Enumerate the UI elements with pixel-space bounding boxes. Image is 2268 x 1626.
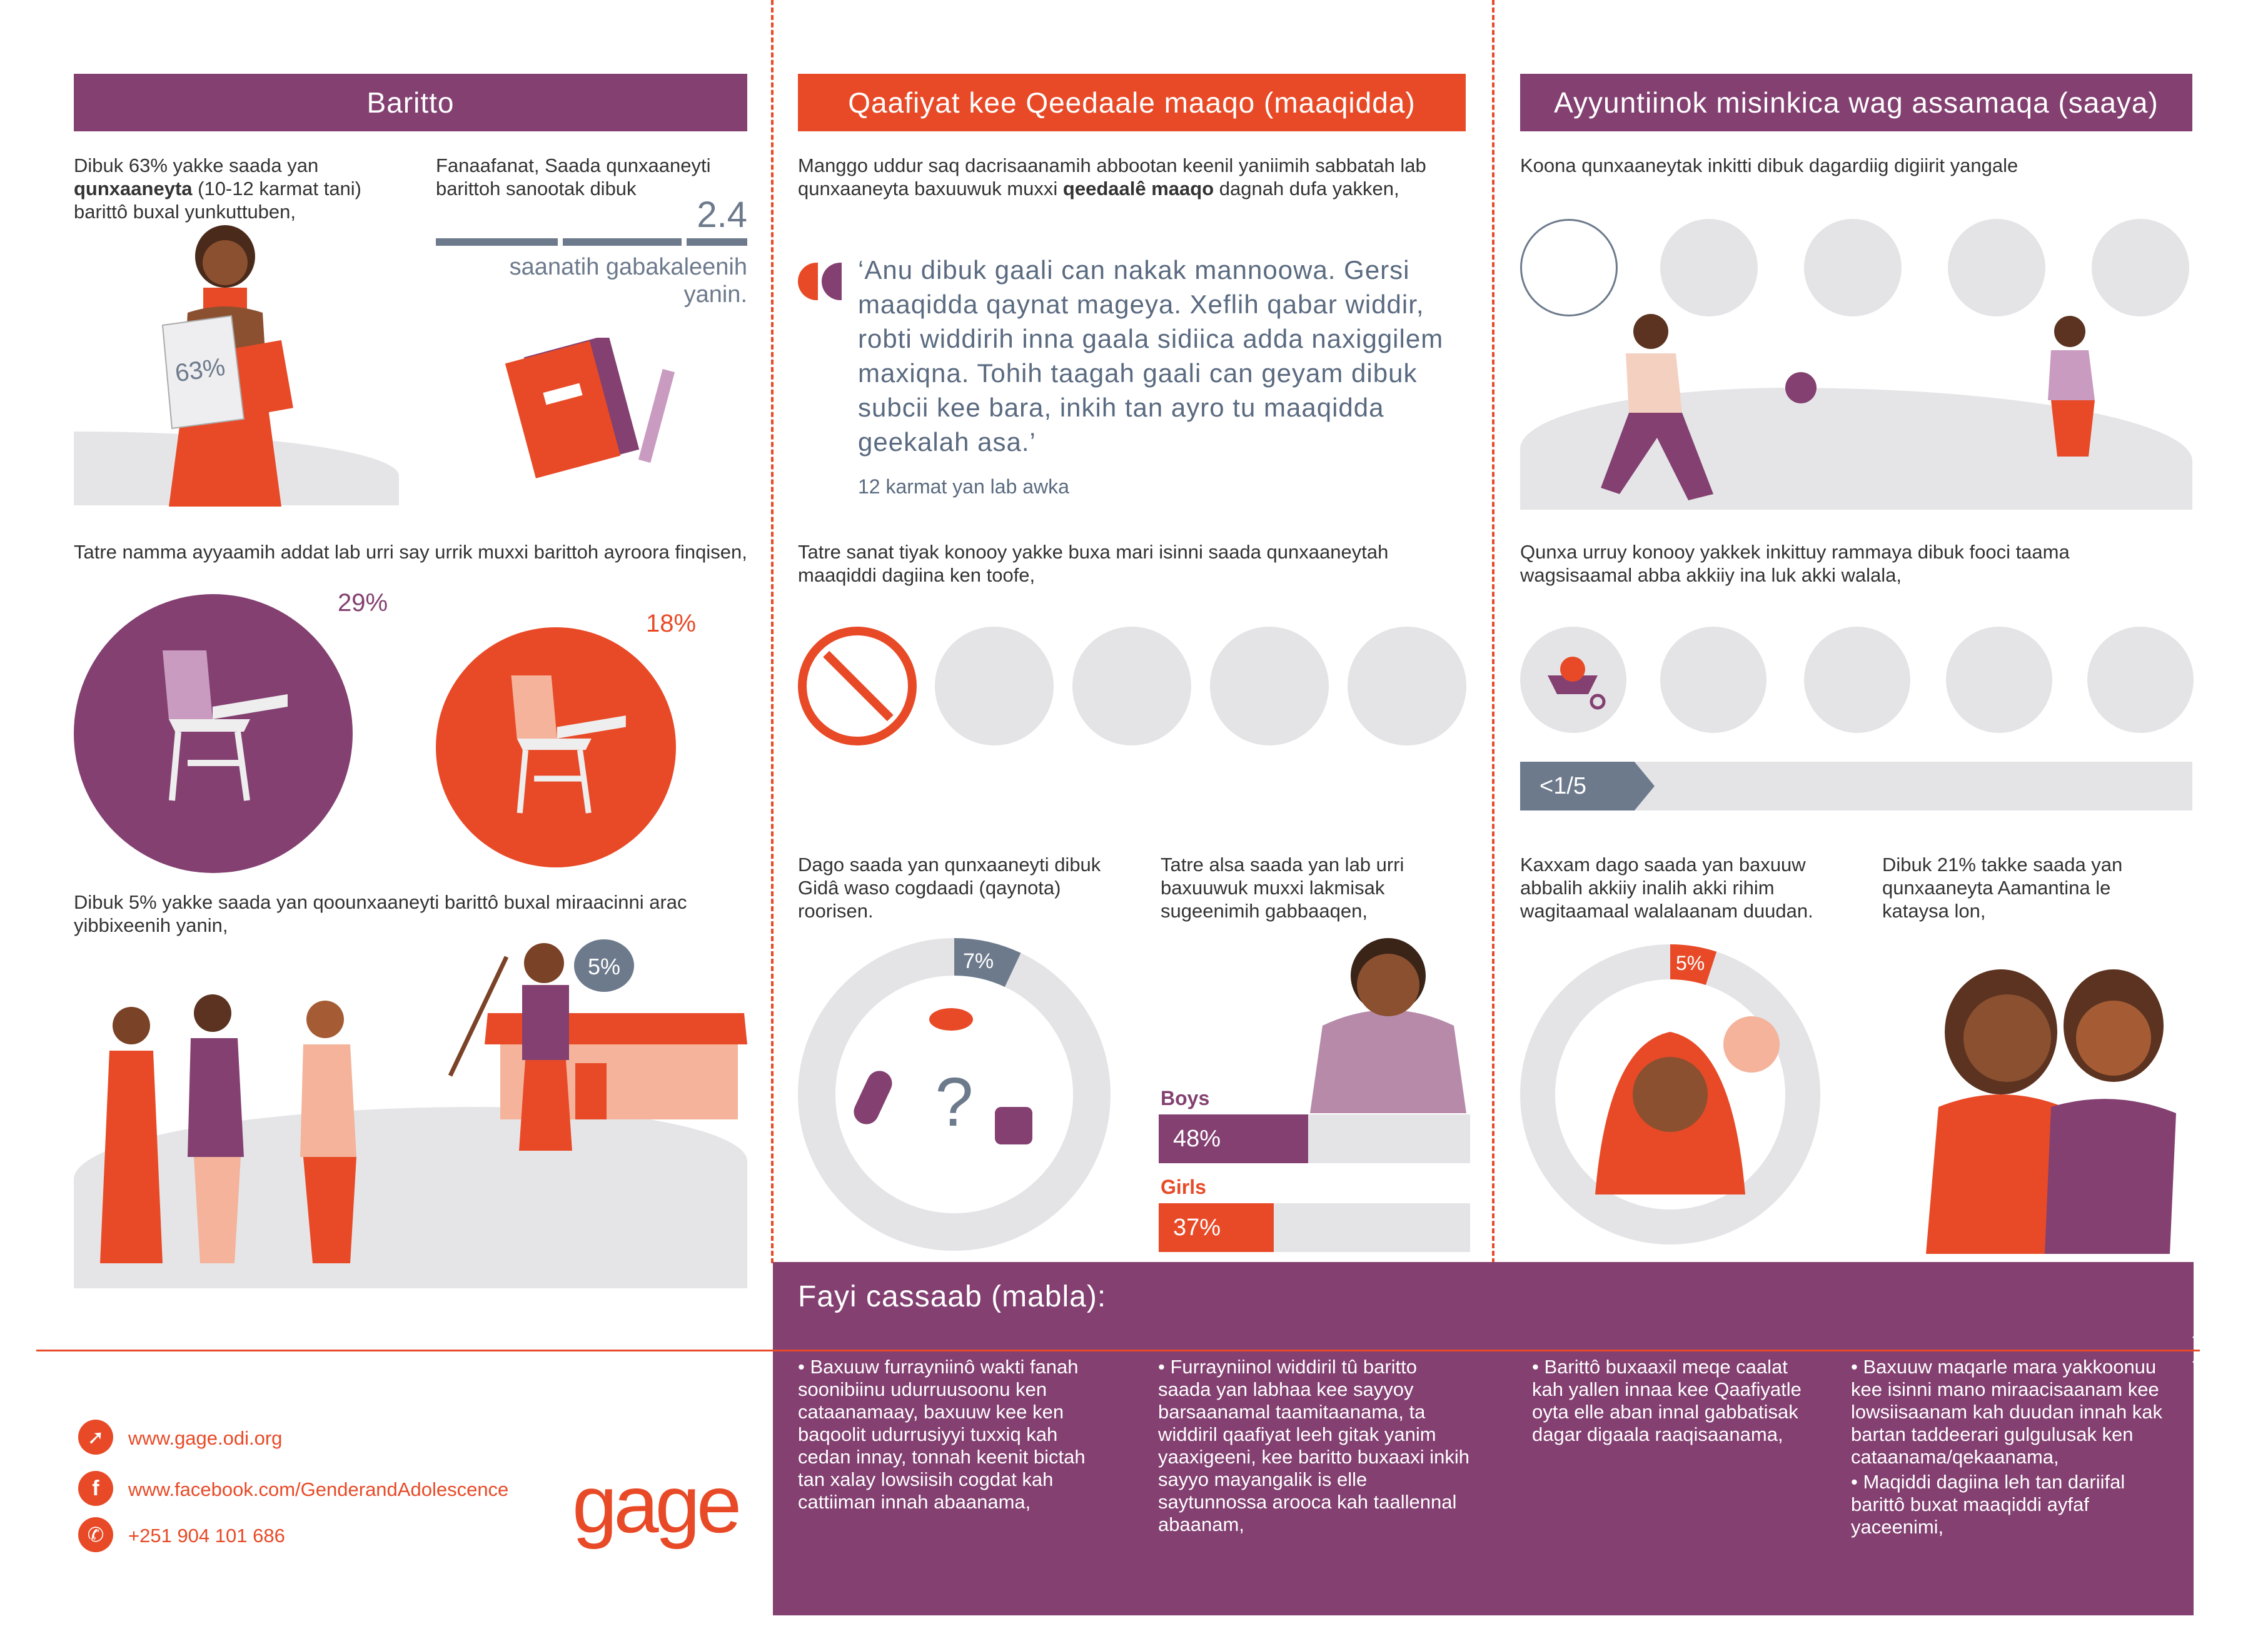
work-fraction: <1/5: [1540, 773, 1587, 799]
wheelbarrow-icon-2: [1660, 627, 1767, 733]
ball-slot-5: [2092, 219, 2189, 316]
quote-source: 12 karmat yan lab awka: [858, 475, 1069, 498]
grades-value: 2.4: [697, 194, 747, 235]
girls-bar-fill: [1159, 1203, 1274, 1252]
recommendation-1: • Baxuuw furrayniinô wakti fanah soonibi…: [798, 1356, 1086, 1513]
desk-icon-2: [511, 675, 626, 814]
gage-logo: gage: [572, 1458, 742, 1550]
ground-3: [74, 1107, 747, 1288]
intro-bold: qeedaalê maaqo: [1062, 178, 1214, 199]
notebook-icon: [505, 338, 675, 478]
food-icon-4: [1210, 627, 1329, 745]
quote-mark-icon: [798, 263, 842, 300]
web-link[interactable]: www.gage.odi.org: [128, 1427, 283, 1449]
ball-slot-2: [1660, 219, 1758, 316]
facebook-icon: f: [78, 1471, 113, 1506]
recommendation-2: • Furrayniinol widdiril tû baritto saada…: [1158, 1356, 1470, 1535]
phone-number[interactable]: +251 904 101 686: [128, 1525, 285, 1547]
voice-text: Kaxxam dago saada yan baxuuw abbalih akk…: [1520, 854, 1813, 922]
divider-1: [771, 0, 774, 1263]
boy-face-illustration: [1310, 938, 1466, 1113]
section-title-voice: Ayyuntiinok misinkica wag assamaqa (saay…: [1520, 74, 2192, 131]
work-fraction-fill: [1520, 762, 1655, 810]
grades-bar-1: [436, 238, 558, 246]
pct-18: 18%: [646, 610, 697, 637]
footer-title: Fayi cassaab (mabla):: [798, 1280, 1107, 1313]
recommendation-3-text: Barittô buxaaxil meqe caalat kah yallen …: [1532, 1356, 1802, 1445]
paper-63-icon: [161, 315, 245, 430]
nutrition-intro: Manggo uddur saq dacrisaanamih abbootan …: [798, 154, 1466, 200]
work-text: Qunxa urruy konooy yakkek inkittuy ramma…: [1520, 541, 2070, 586]
wheelbarrow-icon-5: [2087, 627, 2194, 733]
phone-icon: ✆: [78, 1517, 113, 1552]
stat-63-bold: qunxaaneyta: [74, 178, 193, 199]
web-icon: ➚: [78, 1420, 113, 1455]
recommendation-2-text: Furrayniinol widdiril tû baritto saada y…: [1158, 1356, 1470, 1535]
voice-donut-chart: [1520, 944, 1820, 1245]
section-title-nutrition: Qaafiyat kee Qeedaale maaqo (maaqidda): [798, 74, 1466, 131]
food-icon-2: [935, 627, 1054, 745]
wheelbarrow-icon-1-art: [1548, 657, 1606, 710]
children-playing-illustration: [1601, 314, 2095, 500]
stat-5-text: Dibuk 5% yakke saada yan qoounxaaneyti b…: [74, 891, 687, 936]
facebook-link[interactable]: www.facebook.com/GenderandAdolescence: [128, 1478, 509, 1500]
voice-pct: 5%: [1676, 952, 1705, 974]
boys-bar-fill: [1159, 1114, 1309, 1163]
svg-text:?: ?: [935, 1064, 973, 1141]
girls-label: Girls: [1161, 1176, 1206, 1198]
speech-badge-5: [574, 939, 634, 992]
footer-panel: [773, 1262, 2194, 1615]
health-pct: 7%: [963, 949, 994, 973]
desk-icon: [163, 650, 288, 801]
play-text: Koona qunxaaneytak inkitti dibuk dagardi…: [1520, 154, 2019, 176]
stat-63-post: (10-12 karmat tani) barittô buxal yunkut…: [74, 178, 362, 223]
grades-bar-2: [563, 238, 682, 246]
circle-29: [74, 594, 353, 873]
recommendation-4: • Baxuuw maqarle mara yakkoonuu kee isin…: [1851, 1356, 2163, 1468]
recommendation-5: • Maqiddi dagiina leh tan dariifal barit…: [1851, 1471, 2125, 1538]
ball-slot-3: [1804, 219, 1902, 316]
stat-63-pre: Dibuk 63% yakke saada yan: [74, 154, 319, 176]
health-text: Dago saada yan qunxaaneyti dibuk Gidâ wa…: [798, 854, 1101, 922]
stat-absent-text: Tatre namma ayyaamih addat lab urri say …: [74, 541, 747, 563]
stat-grades-text: Fanaafanat, Saada qunxaaneyti barittoh s…: [436, 154, 711, 199]
pct-29: 29%: [338, 589, 388, 617]
ball-slot-4: [1948, 219, 2045, 316]
intro-pre: Manggo uddur saq dacrisaanamih abbootan …: [798, 154, 1426, 199]
trust-text: Dibuk 21% takke saada yan qunxaaneyta Aa…: [1882, 854, 2123, 922]
girls-pct: 37%: [1173, 1214, 1221, 1241]
wheelbarrow-icon-3: [1804, 627, 1910, 733]
school-building-illustration: [448, 943, 747, 1151]
boys-pct: 48%: [1173, 1126, 1221, 1152]
children-walking-illustration: [100, 994, 356, 1263]
recommendation-5-text: Maqiddi dagiina leh tan dariifal barittô…: [1851, 1471, 2125, 1538]
badge-5: 5%: [587, 954, 621, 979]
divider-2: [1492, 0, 1494, 1263]
footer-arrow-line: [36, 1350, 2200, 1351]
ball-icon: [1520, 219, 1618, 316]
section-title-baritto: Baritto: [74, 74, 747, 131]
boys-label: Boys: [1161, 1087, 1210, 1109]
recommendation-4-text: Baxuuw maqarle mara yakkoonuu kee isinni…: [1851, 1356, 2163, 1468]
two-girls-illustration: [1926, 969, 2176, 1254]
recommendation-3: • Barittô buxaaxil meqe caalat kah yalle…: [1532, 1356, 1802, 1445]
wheelbarrow-icon-4: [1946, 627, 2052, 733]
stat-63-text: Dibuk 63% yakke saada yan qunxaaneyta (1…: [74, 154, 399, 223]
grades-caption: saanatih gabakaleenih yanin.: [509, 254, 747, 308]
diet-text: Tatre sanat tiyak konooy yakke buxa mari…: [798, 541, 1389, 586]
quote-text: ‘Anu dibuk gaali can nakak mannoowa. Ger…: [858, 255, 1444, 457]
health-donut-chart: ?: [798, 938, 1111, 1251]
recommendation-1-text: Baxuuw furrayniinô wakti fanah soonibiin…: [798, 1356, 1086, 1513]
intro-post: dagnah dufa yakken,: [1214, 178, 1399, 199]
food-icon-3: [1072, 627, 1191, 745]
food-icon-5: [1348, 627, 1466, 745]
eat-text: Tatre alsa saada yan lab urri baxuuwuk m…: [1161, 854, 1404, 922]
grades-bar-3: [687, 238, 747, 246]
